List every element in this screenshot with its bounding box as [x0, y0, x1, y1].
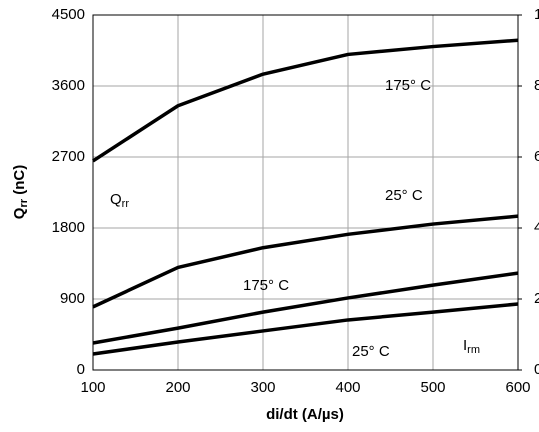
x-tick-label: 600 [505, 379, 530, 396]
y2-tick-label: 40 [534, 219, 539, 236]
y-tick-label: 2700 [52, 148, 85, 165]
y-tick-label: 0 [77, 361, 85, 378]
x-tick-label: 200 [165, 379, 190, 396]
y2-tick-label: 60 [534, 148, 539, 165]
y-tick-label: 900 [60, 290, 85, 307]
series-label: 175° C [243, 277, 289, 294]
irm-label: Irm [463, 337, 480, 356]
qrr-label-base: Q [110, 191, 122, 208]
y2-tick-label: 0 [534, 361, 539, 378]
plot-frame [92, 14, 519, 371]
irm-label-base: I [463, 337, 467, 354]
qrr-label: Qrr [110, 191, 129, 210]
series-line [92, 38, 519, 163]
y-label-rest: (nC) [11, 165, 28, 199]
y-tick-label: 3600 [52, 77, 85, 94]
y2-tick-label: 100 [534, 6, 539, 23]
qrr-label-sub: rr [122, 198, 130, 210]
series-line [92, 214, 519, 309]
series-label: 175° C [385, 77, 431, 94]
series-line [92, 302, 519, 356]
y2-tick-label: 80 [534, 77, 539, 94]
y2-tick-label: 20 [534, 290, 539, 307]
series-label: 25° C [352, 343, 390, 360]
y-label-base: Q [11, 207, 28, 219]
x-tick-label: 300 [250, 379, 275, 396]
y-axis-label: Qrr (nC) [11, 165, 30, 219]
x-tick-label: 100 [80, 379, 105, 396]
y-tick-label: 1800 [52, 219, 85, 236]
y-label-sub: rr [18, 198, 30, 207]
y-tick-label: 4500 [52, 6, 85, 23]
x-tick-label: 400 [335, 379, 360, 396]
irm-label-sub: rm [467, 344, 480, 356]
x-axis-label: di/dt (A/µs) [266, 406, 344, 423]
x-tick-label: 500 [420, 379, 445, 396]
series-line [92, 271, 519, 345]
series-label: 25° C [385, 187, 423, 204]
